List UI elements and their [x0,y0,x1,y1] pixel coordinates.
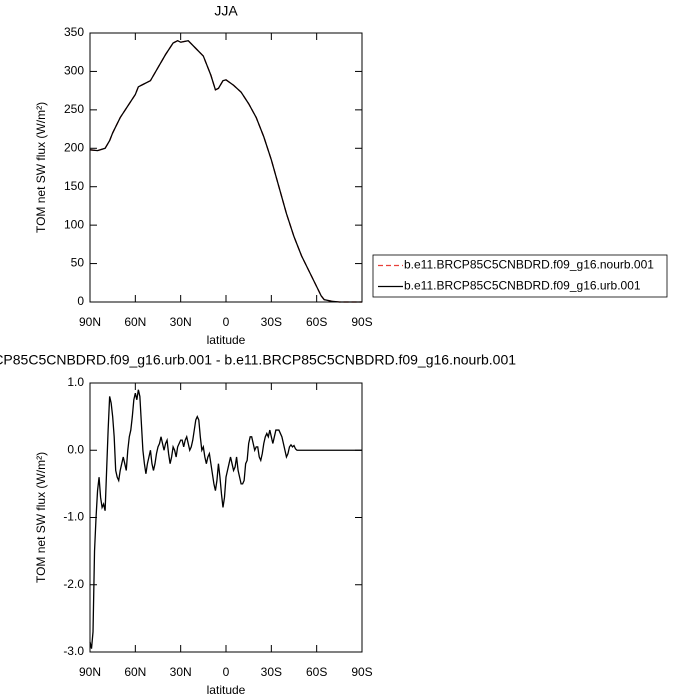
x-axis-label: latitude [207,683,246,697]
y-tick-label: -2.0 [63,577,84,591]
legend-label: b.e11.BRCP85C5CNBDRD.f09_g16.urb.001 [404,279,641,293]
x-tick-label: 90N [79,315,101,329]
y-tick-label: 0 [77,294,84,308]
y-tick-label: -1.0 [63,510,84,524]
y-axis-label: TOM net SW flux (W/m²) [34,102,48,233]
x-tick-label: 60N [124,665,146,679]
x-tick-label: 60S [306,665,327,679]
data-line [89,389,362,649]
x-tick-label: 90S [351,665,372,679]
y-tick-label: 50 [71,256,85,270]
legend-label: b.e11.BRCP85C5CNBDRD.f09_g16.nourb.001 [404,258,654,272]
y-tick-label: 250 [64,102,84,116]
x-tick-label: 30N [170,315,192,329]
x-tick-label: 30S [261,665,282,679]
legend-box [372,254,668,298]
chart-title: b.e11.BRCP85C5CNBDRD.f09_g16.urb.001 - b… [0,352,516,368]
y-tick-label: -3.0 [63,644,84,658]
y-tick-label: 150 [64,179,84,193]
plot-frame [89,382,363,653]
y-tick-label: 200 [64,140,84,154]
x-tick-label: 90S [351,315,372,329]
x-tick-label: 30S [261,315,282,329]
y-tick-label: 300 [64,64,84,78]
x-tick-label: 60S [306,315,327,329]
y-tick-label: 0.0 [67,442,84,456]
plot-frame [89,32,363,303]
chart-title: JJA [214,3,238,19]
y-tick-label: 100 [64,217,84,231]
x-axis-label: latitude [207,333,246,347]
data-line [89,39,362,303]
x-tick-label: 30N [170,665,192,679]
y-tick-label: 1.0 [67,375,84,389]
x-tick-label: 90N [79,665,101,679]
x-tick-label: 0 [223,315,230,329]
x-tick-label: 0 [223,665,230,679]
y-tick-label: 350 [64,25,84,39]
y-axis-label: TOM net SW flux (W/m²) [34,452,48,583]
x-tick-label: 60N [124,315,146,329]
